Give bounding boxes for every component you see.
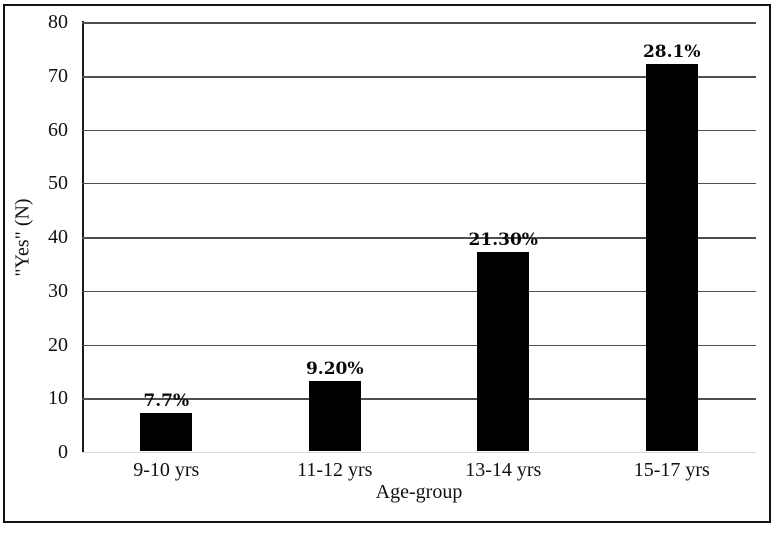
y-tick-label-70: 70: [48, 64, 68, 87]
y-axis-line: [82, 21, 84, 452]
gridline-y30: [82, 290, 756, 292]
y-tick-label-40: 40: [48, 226, 68, 248]
x-tick-label-15-17-yrs: 15-17 yrs: [633, 459, 710, 481]
y-tick-label-20: 20: [48, 333, 68, 356]
plot-area: 7.7% 9.20% 21.30% 28.1%: [82, 22, 756, 453]
bar-15-17-yrs: [645, 64, 698, 451]
gridline-y60: [82, 129, 756, 131]
bar-value-label-13-14-yrs: 21.30%: [468, 230, 538, 251]
x-tick-label-13-14-yrs: 13-14 yrs: [465, 459, 542, 481]
gridline-y20: [82, 344, 756, 346]
gridline-y10: [82, 398, 756, 401]
y-tick-label-60: 60: [48, 118, 68, 141]
bar-11-12-yrs: [308, 381, 361, 451]
gridline-y50: [82, 183, 756, 185]
y-tick-label-30: 30: [48, 279, 68, 302]
x-axis-title: Age-group: [375, 481, 463, 503]
x-tick-label-11-12-yrs: 11-12 yrs: [297, 459, 373, 481]
bar-9-10-yrs: [140, 413, 193, 451]
bar-value-label-15-17-yrs: 28.1%: [642, 42, 701, 62]
bar-13-14-yrs: [477, 252, 530, 451]
bar-value-label-9-10-yrs: 7.7%: [143, 391, 190, 412]
bar-value-label-11-12-yrs: 9.20%: [305, 359, 364, 380]
gridline-y70: [82, 75, 756, 78]
y-tick-label-0: 0: [58, 441, 68, 463]
y-tick-label-80: 80: [48, 11, 68, 33]
y-tick-label-50: 50: [48, 172, 68, 195]
gridline-y40: [82, 237, 756, 239]
gridline-y80: [82, 22, 756, 24]
y-tick-label-10: 10: [48, 387, 68, 410]
x-tick-label-9-10-yrs: 9-10 yrs: [133, 459, 200, 481]
gridline-y0: [82, 452, 756, 453]
chart-frame: [3, 4, 771, 523]
